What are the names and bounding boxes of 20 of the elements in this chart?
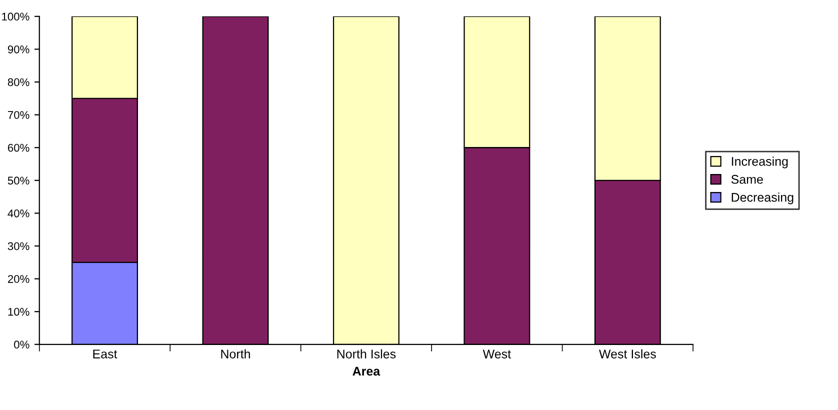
y-tick-label: 30%: [8, 242, 30, 250]
legend-label: Same: [731, 174, 763, 184]
y-tick-label: 20%: [8, 275, 30, 283]
x-tick-label: East: [93, 350, 118, 358]
y-tick-label: 100%: [2, 12, 30, 21]
y-tick-label: 80%: [8, 78, 30, 86]
x-tick-label: West: [482, 350, 511, 358]
y-tick-label: 70%: [8, 111, 30, 119]
x-tick-label: West Isles: [599, 349, 656, 358]
y-tick-label: 10%: [8, 308, 30, 316]
legend-label: Decreasing: [732, 192, 794, 204]
x-tick-label: North: [221, 349, 250, 358]
y-tick-label: 0%: [14, 340, 30, 349]
x-tick-label: North Isles: [337, 349, 396, 358]
y-tick-label: 60%: [8, 144, 30, 152]
y-tick-label: 90%: [8, 45, 30, 54]
y-tick-label: 40%: [8, 209, 30, 218]
legend-label: Increasing: [732, 156, 788, 168]
y-tick-label: 50%: [8, 176, 30, 185]
x-axis-title: Area: [352, 366, 380, 376]
